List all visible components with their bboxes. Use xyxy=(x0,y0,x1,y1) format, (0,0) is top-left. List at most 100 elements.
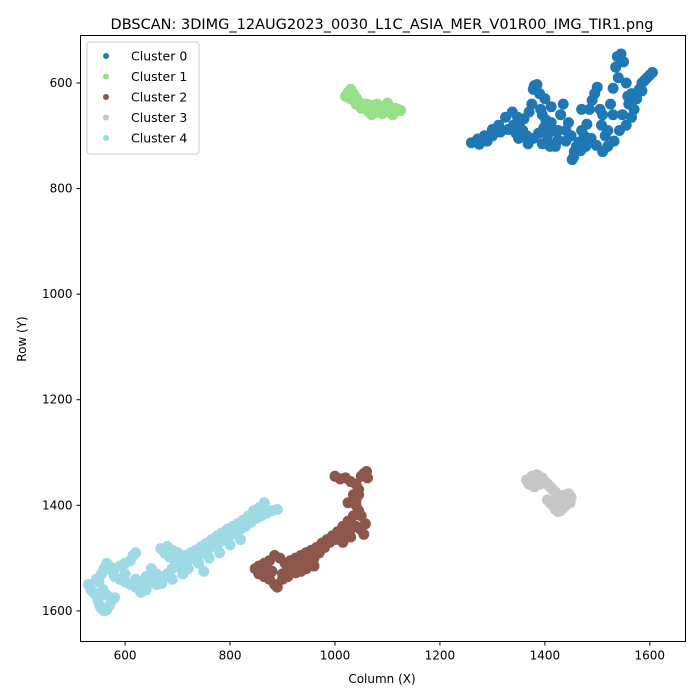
data-point xyxy=(560,494,572,506)
plot-frame xyxy=(80,35,686,642)
data-point xyxy=(545,101,557,113)
data-point xyxy=(646,67,658,78)
x-tick-label: 1600 xyxy=(635,649,666,663)
data-point xyxy=(235,534,246,546)
data-point xyxy=(517,125,529,136)
data-point xyxy=(395,105,407,116)
legend-label: Cluster 1 xyxy=(131,69,187,84)
data-point xyxy=(172,547,184,559)
data-point xyxy=(560,135,572,147)
data-point xyxy=(581,118,593,130)
x-tick-label: 1200 xyxy=(425,649,456,663)
legend-label: Cluster 4 xyxy=(131,131,187,146)
data-point xyxy=(277,573,288,585)
data-point xyxy=(568,151,580,163)
x-tick-label: 1400 xyxy=(530,649,561,663)
data-point xyxy=(591,81,603,93)
data-point xyxy=(130,547,142,559)
data-point xyxy=(620,119,632,131)
data-point xyxy=(597,109,609,121)
data-point xyxy=(156,577,168,589)
data-point xyxy=(576,103,588,115)
y-tick-label: 1400 xyxy=(42,498,73,512)
data-point xyxy=(203,552,215,564)
y-tick-label: 600 xyxy=(50,76,73,90)
legend-marker xyxy=(103,73,109,80)
data-point xyxy=(555,109,567,121)
data-point xyxy=(542,494,553,506)
data-point xyxy=(119,568,131,580)
data-point xyxy=(214,547,226,559)
data-point xyxy=(526,98,538,110)
chart-title: DBSCAN: 3DIMG_12AUG2023_0030_L1C_ASIA_ME… xyxy=(111,17,654,33)
data-point xyxy=(636,85,648,97)
data-point xyxy=(539,93,551,105)
data-point xyxy=(140,571,152,583)
y-tick-label: 1600 xyxy=(42,604,73,618)
data-point xyxy=(345,93,357,105)
legend: Cluster 0 Cluster 1 Cluster 2 Cluster 3 Clus… xyxy=(86,41,200,155)
y-tick-label: 1200 xyxy=(42,393,73,407)
x-tick-label: 800 xyxy=(219,649,242,663)
data-point xyxy=(544,140,556,152)
data-point xyxy=(486,124,498,135)
data-point xyxy=(626,111,637,123)
data-point xyxy=(605,98,616,110)
data-point xyxy=(531,79,543,91)
y-tick-label: 1000 xyxy=(42,287,73,301)
data-point xyxy=(617,109,628,121)
series-cluster-4 xyxy=(82,497,283,617)
series-cluster-0 xyxy=(465,48,658,166)
x-axis-label: Column (X) xyxy=(348,672,415,686)
data-point xyxy=(552,125,564,136)
x-axis: 600 800 1000 1200 1400 1600 xyxy=(114,641,666,663)
data-point xyxy=(135,586,147,598)
data-point xyxy=(145,563,157,575)
legend-label: Cluster 3 xyxy=(131,110,187,125)
data-point xyxy=(472,133,484,145)
data-point xyxy=(355,102,367,114)
data-point xyxy=(610,61,622,73)
legend-marker xyxy=(103,94,109,100)
data-point xyxy=(109,563,121,575)
legend-marker xyxy=(103,135,109,141)
data-point xyxy=(500,111,511,123)
data-point xyxy=(585,132,597,144)
data-point xyxy=(607,109,619,121)
data-point xyxy=(631,93,643,105)
data-point xyxy=(607,82,619,94)
data-point xyxy=(382,106,393,118)
data-point xyxy=(198,565,210,577)
legend-marker xyxy=(103,53,109,59)
y-axis: 600 800 1000 1200 1400 1600 xyxy=(42,76,81,618)
data-point xyxy=(337,536,349,548)
series-cluster-2 xyxy=(249,466,373,593)
data-point xyxy=(358,528,370,540)
data-point xyxy=(271,504,283,515)
data-point xyxy=(224,539,236,551)
data-point xyxy=(166,573,178,585)
y-tick-label: 800 xyxy=(50,182,73,196)
data-point xyxy=(522,138,534,150)
y-axis-label: Row (Y) xyxy=(15,316,29,361)
data-point xyxy=(347,489,359,501)
data-point xyxy=(618,56,630,68)
data-point xyxy=(193,557,205,569)
legend-box xyxy=(86,41,200,155)
data-point xyxy=(130,573,142,585)
data-point xyxy=(355,510,367,522)
data-point xyxy=(612,72,624,84)
legend-label: Cluster 0 xyxy=(131,49,187,64)
data-point xyxy=(342,497,354,509)
data-point xyxy=(261,563,273,575)
data-point xyxy=(584,103,595,115)
legend-marker xyxy=(103,114,109,121)
data-point xyxy=(362,472,373,484)
series-cluster-1 xyxy=(340,83,407,121)
data-point xyxy=(602,125,614,136)
legend-label: Cluster 2 xyxy=(131,90,187,105)
x-tick-label: 600 xyxy=(114,649,137,663)
data-point xyxy=(345,531,357,543)
data-point xyxy=(620,77,632,89)
